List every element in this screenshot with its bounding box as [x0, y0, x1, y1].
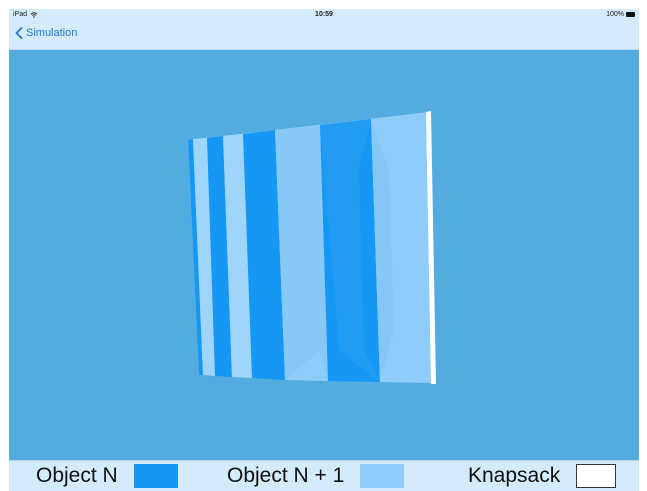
chevron-left-icon: [15, 27, 23, 39]
legend-knapsack: Knapsack: [468, 464, 617, 488]
object-n1-stripe-shade: [371, 119, 394, 382]
object-n1-stripe-shade: [275, 125, 328, 381]
object-n1-stripe: [223, 134, 252, 378]
navigation-bar: Simulation: [9, 22, 639, 50]
device-label: iPad: [13, 11, 28, 18]
status-bar: iPad 10:59 100%: [9, 9, 639, 22]
object-n1-swatch: [360, 464, 405, 488]
object-n-stripe: [188, 139, 203, 375]
battery-icon: [626, 12, 635, 17]
object-n-stripe-shade: [320, 119, 380, 382]
legend-bar: Object N Object N + 1 Knapsack: [9, 460, 639, 491]
object-n-stripe: [243, 130, 285, 380]
legend-object-n1: Object N + 1: [227, 464, 405, 488]
legend-knapsack-label: Knapsack: [468, 464, 561, 487]
knapsack-swatch: [576, 464, 617, 488]
status-time: 10:59: [315, 11, 333, 18]
object-n1-stripe: [193, 138, 215, 376]
app-frame: iPad 10:59 100% Simulation: [9, 9, 639, 491]
back-button-label: Simulation: [26, 27, 78, 39]
object-n-swatch: [133, 464, 178, 488]
legend-object-n-label: Object N: [36, 464, 118, 487]
battery-percent: 100%: [606, 11, 624, 18]
wifi-icon: [30, 11, 38, 18]
object-n-stripe: [207, 136, 232, 377]
back-button[interactable]: Simulation: [15, 27, 77, 39]
legend-object-n: Object N: [36, 464, 178, 488]
knapsack-3d-view: [188, 111, 436, 384]
knapsack-edge: [426, 111, 436, 384]
simulation-scene[interactable]: [9, 50, 639, 460]
legend-object-n1-label: Object N + 1: [227, 464, 345, 487]
